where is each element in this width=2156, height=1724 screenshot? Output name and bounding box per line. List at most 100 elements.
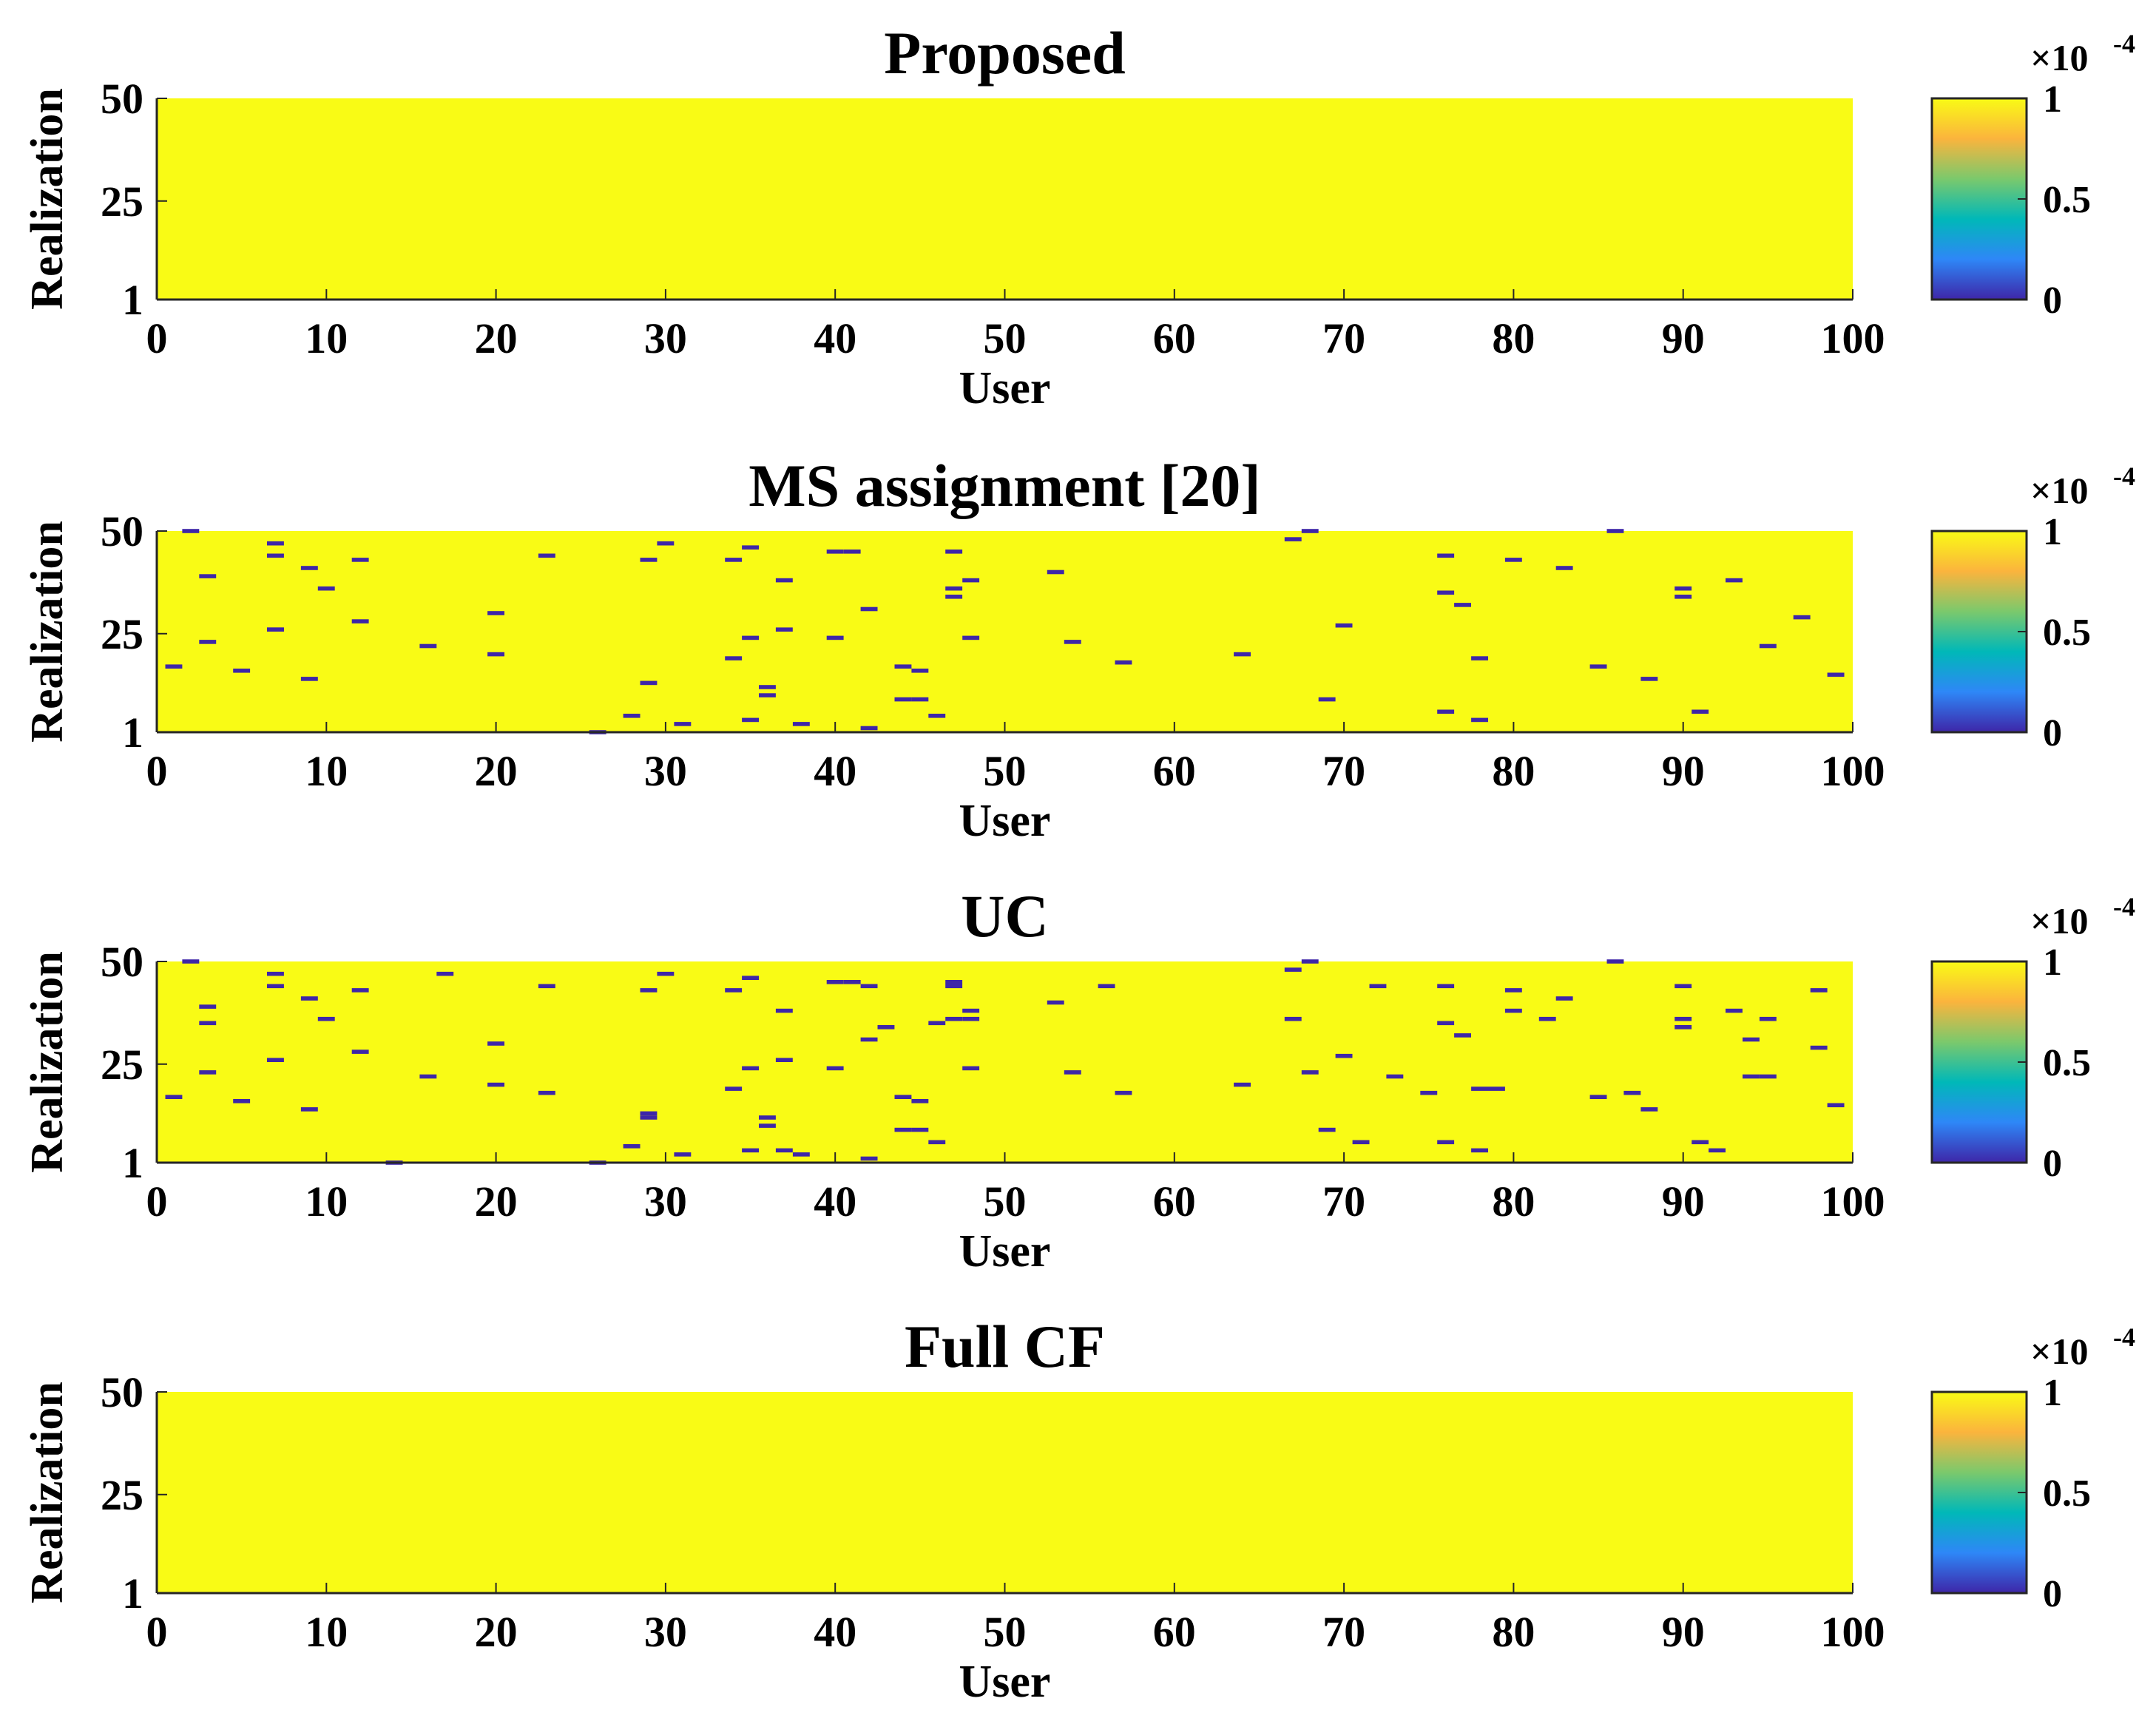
- colorbar: [1930, 960, 2028, 1164]
- low-value-cell: [1692, 1140, 1709, 1145]
- low-value-cell: [826, 980, 844, 984]
- y-tick-label: 50: [101, 1368, 143, 1416]
- low-value-cell: [1726, 1008, 1743, 1013]
- low-value-cell: [623, 714, 641, 718]
- low-value-cell: [1810, 988, 1828, 993]
- y-tick-label: 1: [122, 709, 143, 757]
- low-value-cell: [640, 1111, 658, 1116]
- low-value-cell: [860, 984, 878, 989]
- y-tick-label: 25: [101, 1041, 143, 1089]
- x-tick-label: 60: [1153, 314, 1196, 362]
- low-value-cell: [1437, 553, 1455, 558]
- low-value-cell: [860, 1156, 878, 1161]
- y-axis-label: Realization: [22, 521, 72, 743]
- low-value-cell: [894, 697, 912, 702]
- low-value-cell: [165, 1095, 183, 1099]
- colorbar-exponent-power: -4: [2113, 892, 2135, 922]
- low-value-cell: [1623, 1090, 1641, 1095]
- low-value-cell: [1454, 603, 1471, 607]
- y-tick-label: 1: [122, 276, 143, 324]
- low-value-cell: [742, 635, 759, 640]
- low-value-cell: [928, 1021, 946, 1026]
- low-value-cell: [928, 1140, 946, 1145]
- low-value-cell: [657, 971, 675, 976]
- low-value-cell: [199, 1004, 217, 1009]
- low-value-cell: [1335, 623, 1353, 628]
- low-value-cell: [1640, 677, 1658, 681]
- low-value-cell: [267, 971, 284, 976]
- x-tick-label: 80: [1492, 747, 1535, 795]
- low-value-cell: [1640, 1107, 1658, 1112]
- low-value-cell: [826, 635, 844, 640]
- low-value-cell: [1318, 697, 1336, 702]
- low-value-cell: [351, 988, 369, 993]
- low-value-cell: [1301, 529, 1319, 533]
- x-tick-label: 40: [814, 747, 856, 795]
- x-tick-label: 20: [475, 1177, 518, 1226]
- low-value-cell: [1538, 1016, 1556, 1021]
- low-value-cell: [945, 595, 963, 599]
- low-value-cell: [1793, 615, 1811, 620]
- low-value-cell: [962, 1008, 980, 1013]
- low-value-cell: [640, 558, 658, 562]
- low-value-cell: [945, 586, 963, 591]
- colorbar-exponent: ×10: [2030, 37, 2089, 78]
- low-value-cell: [1504, 1008, 1522, 1013]
- low-value-cell: [1437, 984, 1455, 989]
- low-value-cell: [911, 669, 929, 673]
- panel-title: Full CF: [905, 1313, 1105, 1380]
- low-value-cell: [860, 1037, 878, 1042]
- colorbar-tick-label: 0: [2043, 1573, 2062, 1615]
- low-value-cell: [1810, 1045, 1828, 1050]
- low-value-cell: [1471, 656, 1488, 660]
- low-value-cell: [775, 1008, 793, 1013]
- low-value-cell: [759, 685, 776, 689]
- low-value-cell: [742, 1148, 759, 1153]
- y-tick-label: 25: [101, 1471, 143, 1519]
- low-value-cell: [928, 714, 946, 718]
- low-value-cell: [1471, 1148, 1488, 1153]
- low-value-cell: [1352, 1140, 1370, 1145]
- low-value-cell: [860, 726, 878, 731]
- x-tick-label: 0: [146, 314, 168, 362]
- low-value-cell: [487, 1041, 504, 1046]
- x-axis-label: User: [959, 796, 1051, 846]
- low-value-cell: [1606, 529, 1624, 533]
- panel-title: MS assignment [20]: [748, 452, 1260, 519]
- low-value-cell: [1047, 569, 1064, 575]
- low-value-cell: [894, 1095, 912, 1099]
- low-value-cell: [945, 984, 963, 989]
- low-value-cell: [300, 1107, 318, 1112]
- y-axis-label: Realization: [22, 88, 72, 310]
- x-axis-label: User: [959, 1657, 1051, 1707]
- low-value-cell: [1743, 1074, 1760, 1079]
- x-tick-label: 90: [1662, 314, 1705, 362]
- low-value-cell: [267, 1058, 284, 1062]
- low-value-cell: [1098, 984, 1115, 989]
- x-tick-label: 90: [1662, 1177, 1705, 1226]
- y-tick-label: 25: [101, 610, 143, 658]
- x-tick-label: 40: [814, 1608, 856, 1656]
- low-value-cell: [843, 980, 861, 984]
- low-value-cell: [351, 558, 369, 562]
- x-tick-label: 30: [644, 314, 687, 362]
- x-tick-label: 20: [475, 314, 518, 362]
- x-tick-label: 30: [644, 747, 687, 795]
- x-tick-label: 50: [984, 1177, 1027, 1226]
- low-value-cell: [1454, 1033, 1471, 1038]
- low-value-cell: [623, 1144, 641, 1149]
- x-tick-label: 80: [1492, 1608, 1535, 1656]
- panel-title: Proposed: [884, 19, 1126, 87]
- low-value-cell: [1115, 1090, 1132, 1095]
- low-value-cell: [1759, 1074, 1777, 1079]
- x-tick-label: 70: [1322, 314, 1365, 362]
- low-value-cell: [182, 959, 200, 964]
- colorbar-tick-label: 1: [2043, 942, 2062, 984]
- low-value-cell: [945, 980, 963, 984]
- low-value-cell: [1234, 652, 1251, 657]
- low-value-cell: [945, 1016, 963, 1021]
- low-value-cell: [1555, 566, 1573, 570]
- low-value-cell: [792, 722, 810, 726]
